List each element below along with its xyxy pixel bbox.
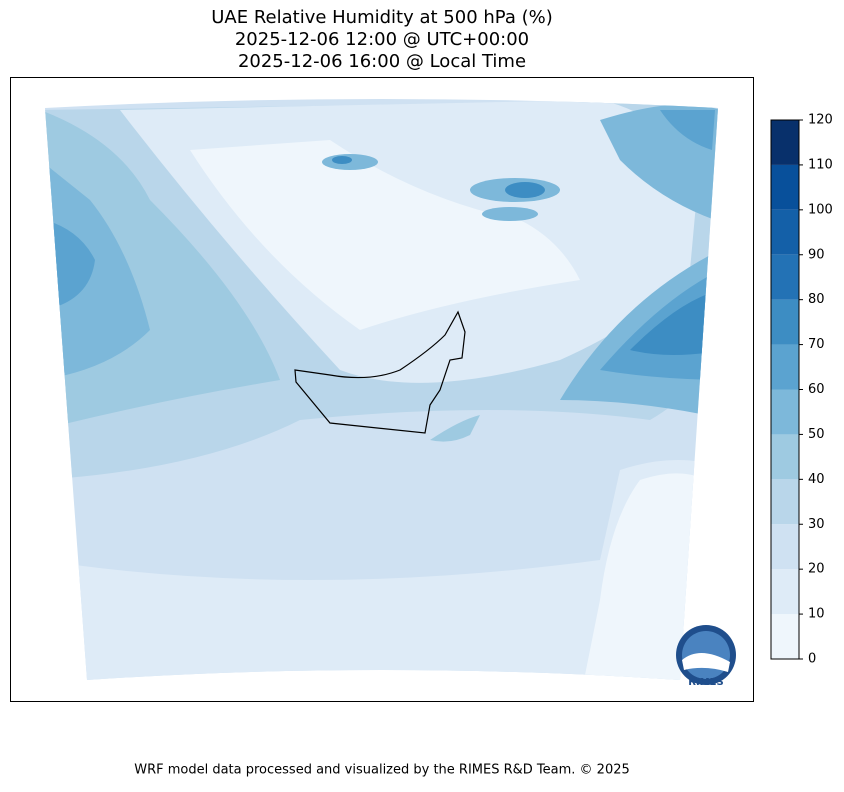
colorbar-segment <box>771 389 799 435</box>
colorbar-tick-label: 110 <box>808 157 833 172</box>
colorbar-tick-label: 20 <box>808 562 825 577</box>
title: UAE Relative Humidity at 500 hPa (%) <box>211 7 552 28</box>
colorbar-segment <box>771 434 799 480</box>
colorbar-tick-label: 0 <box>808 652 816 667</box>
title: 2025-12-06 12:00 @ UTC+00:00 <box>235 29 529 50</box>
colorbar-tick-label: 40 <box>808 472 825 487</box>
colorbar-segment <box>771 569 799 615</box>
country-border <box>294 310 466 434</box>
logo-text: RIMES <box>688 677 723 688</box>
footer: WRF model data processed and visualized … <box>134 763 630 778</box>
colorbar-tick-label: 100 <box>808 202 833 217</box>
humidity-field <box>45 99 718 680</box>
logo: RIMES <box>676 625 736 688</box>
colorbar-tick-label: 90 <box>808 247 825 262</box>
colorbar-tick-label: 70 <box>808 337 825 352</box>
colorbar-tick-label: 120 <box>808 113 833 128</box>
colorbar-segment <box>771 524 799 570</box>
colorbar-segment <box>771 120 799 165</box>
colorbar-segment <box>771 299 799 345</box>
colorbar-tick-label: 10 <box>808 607 825 622</box>
colorbar-segment <box>771 254 799 300</box>
colorbar-segment <box>771 209 799 255</box>
colorbar-tick-label: 30 <box>808 517 825 532</box>
colorbar: 0 10 20 30 40 50 60 70 80 90 100 110 120 <box>770 113 833 667</box>
colorbar-segment <box>771 479 799 525</box>
colorbar-tick-label: 50 <box>808 427 825 442</box>
colorbar-segment <box>771 164 799 210</box>
colorbar-tick-label: 80 <box>808 292 825 307</box>
title: 2025-12-06 16:00 @ Local Time <box>238 51 526 72</box>
colorbar-segment <box>771 614 799 659</box>
colorbar-segment <box>771 344 799 390</box>
colorbar-tick-label: 60 <box>808 382 825 397</box>
